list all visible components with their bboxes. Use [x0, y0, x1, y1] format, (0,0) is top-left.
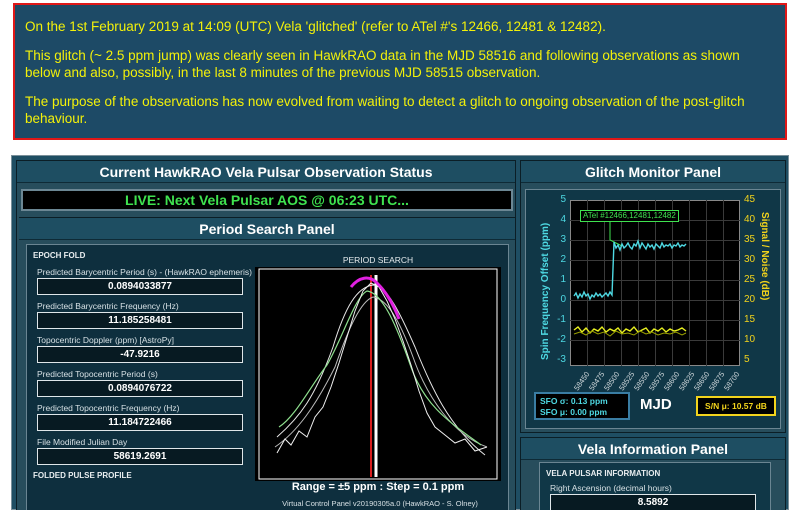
glitch-monitor-panel: Glitch Monitor Panel Spin Frequency Offs…	[520, 160, 786, 433]
glitch-panel-title: Glitch Monitor Panel	[521, 161, 785, 183]
y-left-tick: 4	[560, 214, 566, 225]
ra-value: 8.5892	[550, 494, 756, 510]
period-search-caption: Range = ±5 ppm : Step = 0.1 ppm	[291, 481, 465, 493]
glitch-plot-svg	[570, 200, 740, 366]
period-search-plot	[255, 267, 501, 481]
y-right-tick: 15	[744, 314, 756, 325]
peak-highlight-magenta	[349, 276, 401, 320]
x-axis-label: MJD	[640, 396, 672, 413]
live-status-bar: LIVE: Next Vela Pulsar AOS @ 06:23 UTC..…	[21, 189, 513, 211]
field-label-bary-period: Predicted Barycentric Period (s) - (Hawk…	[37, 267, 252, 277]
sn-series	[573, 325, 687, 335]
field-value-mjd: 58619.2691	[37, 448, 243, 465]
field-value-topo-doppler: -47.9216	[37, 346, 243, 363]
field-label-topo-period: Predicted Topocentric Period (s)	[37, 369, 158, 379]
field-value-topo-frequency: 11.184722466	[37, 414, 243, 431]
version-label: Virtual Control Panel v20190305a.0 (Hawk…	[282, 499, 478, 508]
y-right-tick: 40	[744, 214, 756, 225]
field-value-topo-period: 0.0894076722	[37, 380, 243, 397]
field-label-topo-frequency: Predicted Topocentric Frequency (Hz)	[37, 403, 180, 413]
profile-fit-green	[278, 290, 482, 446]
y-right-tick: 25	[744, 274, 756, 285]
period-search-title: PERIOD SEARCH	[342, 255, 414, 265]
period-panel-title: Period Search Panel	[19, 218, 515, 240]
field-value-bary-period: 0.0894033877	[37, 278, 243, 295]
field-label-mjd: File Modified Julian Day	[37, 437, 128, 447]
glitch-monitor-plot	[570, 200, 740, 366]
sfo-stats-box: SFO σ: 0.13 ppm SFO μ: 0.00 ppm	[534, 392, 630, 420]
profile-curve-1	[276, 284, 486, 456]
glitch-notice: On the 1st February 2019 at 14:09 (UTC) …	[13, 3, 787, 140]
glitch-panel-body: Spin Frequency Offset (ppm) Signal / Noi…	[525, 189, 781, 429]
y-left-tick: 2	[560, 254, 566, 265]
y-left-tick: 5	[560, 194, 566, 205]
y-left-tick: -2	[557, 334, 566, 345]
sn-series-lower	[573, 330, 687, 337]
dashboard: Current HawkRAO Vela Pulsar Observation …	[11, 155, 789, 510]
status-panel: Current HawkRAO Vela Pulsar Observation …	[16, 160, 516, 510]
vela-section-label: VELA PULSAR INFORMATION	[546, 469, 661, 478]
field-value-bary-frequency: 11.185258481	[37, 312, 243, 329]
sfo-series	[573, 238, 687, 301]
vela-panel-body: VELA PULSAR INFORMATION Right Ascension …	[539, 462, 771, 510]
y-left-tick: 3	[560, 234, 566, 245]
y-right-axis-label: Signal / Noise (dB)	[759, 212, 770, 301]
atel-annotation: ATel #12466,12481,12482	[580, 210, 679, 222]
period-panel-body: EPOCH FOLD Predicted Barycentric Period …	[26, 244, 509, 510]
field-label-topo-doppler: Topocentric Doppler (ppm) [AstroPy]	[37, 335, 174, 345]
status-panel-title: Current HawkRAO Vela Pulsar Observation …	[17, 161, 515, 183]
sfo-mu: SFO μ: 0.00 ppm	[540, 407, 608, 417]
sfo-sigma: SFO σ: 0.13 ppm	[540, 396, 608, 406]
y-left-tick: -3	[557, 354, 566, 365]
y-right-tick: 30	[744, 254, 756, 265]
notice-paragraph-3: The purpose of the observations has now …	[25, 94, 745, 126]
profile-curve-raw	[276, 282, 488, 454]
epoch-fold-label: EPOCH FOLD	[33, 251, 86, 260]
notice-paragraph-1: On the 1st February 2019 at 14:09 (UTC) …	[25, 19, 606, 34]
y-left-tick: 0	[560, 294, 566, 305]
folded-pulse-profile-label: FOLDED PULSE PROFILE	[33, 471, 132, 480]
profile-curve-2	[274, 296, 488, 448]
y-right-tick: 20	[744, 294, 756, 305]
sn-stats-box: S/N μ: 10.57 dB	[696, 396, 776, 416]
vela-panel-title: Vela Information Panel	[521, 438, 785, 460]
vela-information-panel: Vela Information Panel VELA PULSAR INFOR…	[520, 437, 786, 510]
period-search-svg	[258, 268, 498, 480]
y-right-tick: 45	[744, 194, 756, 205]
field-label-bary-frequency: Predicted Barycentric Frequency (Hz)	[37, 301, 179, 311]
y-right-tick: 35	[744, 234, 756, 245]
y-left-tick: -1	[557, 314, 566, 325]
y-right-tick: 10	[744, 334, 756, 345]
notice-paragraph-2: This glitch (~ 2.5 ppm jump) was clearly…	[25, 48, 740, 80]
y-right-tick: 5	[744, 354, 750, 365]
y-left-tick: 1	[560, 274, 566, 285]
ra-label: Right Ascension (decimal hours)	[550, 483, 672, 493]
period-search-panel: Period Search Panel EPOCH FOLD Predicted…	[19, 217, 515, 510]
